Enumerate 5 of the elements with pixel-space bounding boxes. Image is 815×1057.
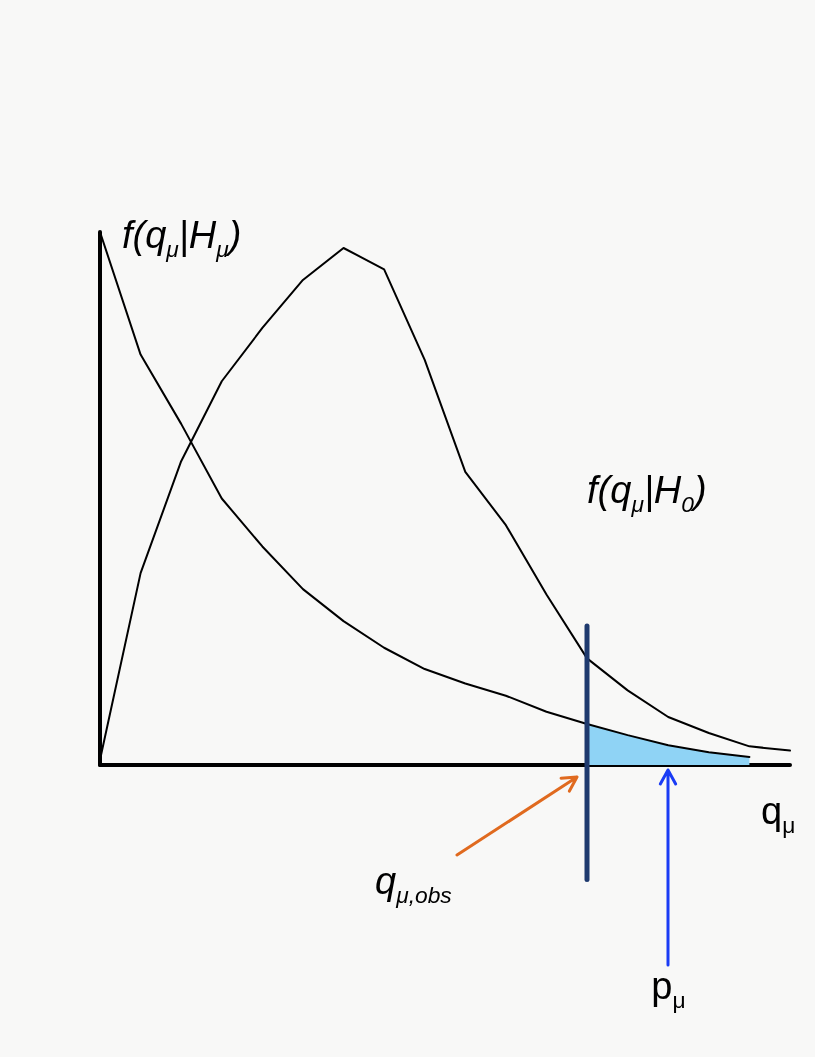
text: q$_{μ,obs}$ <box>375 860 452 909</box>
text: p$_{μ}$ <box>651 965 686 1014</box>
x-axis-title: q$_{μ}$ <box>761 790 796 839</box>
series-label: f(q$_{μ}$|H$_{μ}$) <box>122 214 242 263</box>
series-label: f(q$_{μ}$|H$_{0}$) <box>587 468 707 518</box>
